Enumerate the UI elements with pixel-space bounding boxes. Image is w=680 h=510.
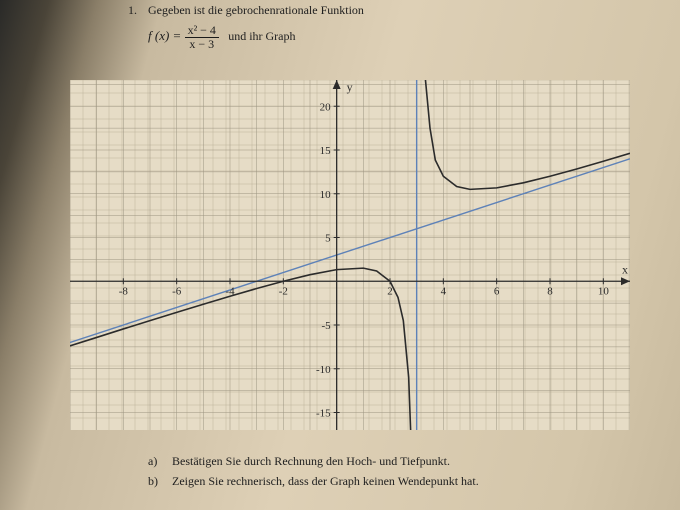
problem-number: 1. bbox=[128, 3, 137, 18]
question-b-label: b) bbox=[148, 474, 158, 489]
question-b: Zeigen Sie rechnerisch, dass der Graph k… bbox=[172, 474, 479, 489]
svg-text:-4: -4 bbox=[225, 285, 235, 297]
svg-text:5: 5 bbox=[325, 233, 331, 245]
svg-text:6: 6 bbox=[494, 285, 500, 297]
svg-text:-2: -2 bbox=[279, 285, 288, 297]
f-lhs: f (x) = bbox=[148, 28, 181, 43]
function-graph: -8 -6 -4 -2 2 4 6 8 10 -15 -10 -5 5 10 15 20 x y bbox=[70, 80, 630, 430]
numerator: x² − 4 bbox=[185, 24, 219, 38]
svg-text:10: 10 bbox=[598, 285, 610, 297]
page: { "text":{ "num":"1.", "intro":"Gegeben … bbox=[0, 0, 680, 510]
fraction: x² − 4 x − 3 bbox=[185, 24, 219, 50]
question-a-label: a) bbox=[148, 454, 157, 469]
svg-text:4: 4 bbox=[441, 285, 447, 297]
svg-text:-10: -10 bbox=[316, 364, 331, 376]
svg-text:-15: -15 bbox=[316, 408, 331, 420]
svg-text:-5: -5 bbox=[321, 320, 331, 332]
svg-text:10: 10 bbox=[320, 189, 332, 201]
svg-text:15: 15 bbox=[320, 145, 332, 157]
question-a: Bestätigen Sie durch Rechnung den Hoch- … bbox=[172, 454, 450, 469]
svg-text:-8: -8 bbox=[119, 285, 129, 297]
denominator: x − 3 bbox=[185, 38, 219, 51]
svg-text:2: 2 bbox=[387, 285, 393, 297]
svg-text:8: 8 bbox=[547, 285, 553, 297]
svg-text:-6: -6 bbox=[172, 285, 182, 297]
intro-text: Gegeben ist die gebrochenrationale Funkt… bbox=[148, 3, 364, 18]
formula: f (x) = x² − 4 x − 3 und ihr Graph bbox=[148, 24, 296, 50]
svg-text:20: 20 bbox=[320, 101, 332, 113]
svg-text:x: x bbox=[622, 262, 628, 276]
svg-text:y: y bbox=[347, 80, 353, 94]
formula-trail: und ihr Graph bbox=[228, 29, 295, 43]
